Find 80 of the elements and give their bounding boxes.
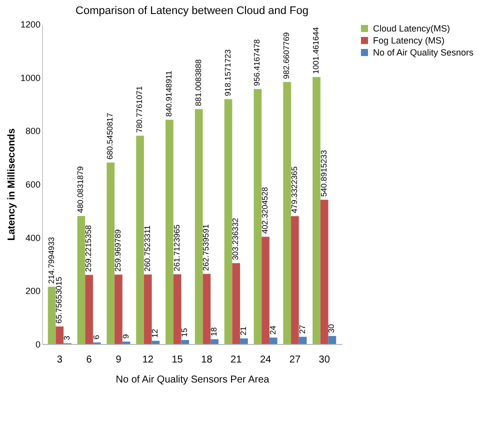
y-axis-title: Latency in Milliseconds bbox=[6, 128, 18, 241]
data-label: 480.0831879 bbox=[76, 166, 86, 213]
bar bbox=[254, 88, 262, 344]
data-label: 479.3322365 bbox=[290, 166, 299, 214]
bar bbox=[56, 326, 64, 344]
bar bbox=[262, 236, 270, 344]
data-label: 24 bbox=[268, 325, 278, 335]
x-tick-label: 30 bbox=[318, 354, 330, 366]
bar bbox=[77, 216, 86, 344]
data-label: 262.7539591 bbox=[202, 224, 211, 271]
bar bbox=[298, 336, 307, 344]
data-label: 780.7761071 bbox=[135, 86, 144, 133]
bar bbox=[283, 82, 292, 344]
data-label: 918.1571723 bbox=[223, 48, 232, 96]
data-label: 540.8915233 bbox=[319, 149, 328, 197]
data-label: 9 bbox=[121, 334, 130, 339]
x-tick-label: 15 bbox=[172, 354, 184, 366]
data-label: 259.2215358 bbox=[84, 224, 94, 272]
bar bbox=[269, 338, 278, 344]
bar bbox=[181, 340, 190, 344]
bar bbox=[202, 274, 211, 344]
data-label: 956.4167478 bbox=[252, 38, 262, 86]
data-label: 65.75653015 bbox=[54, 276, 64, 324]
legend-label: Fog Latency (MS) bbox=[373, 36, 445, 46]
y-tick-label: 1000 bbox=[20, 72, 40, 83]
data-label: 680.5450817 bbox=[106, 112, 115, 160]
data-label: 30 bbox=[327, 324, 336, 333]
x-tick-label: 12 bbox=[142, 354, 154, 366]
x-tick-label: 24 bbox=[260, 354, 272, 366]
bar bbox=[173, 274, 182, 344]
data-label: 12 bbox=[150, 328, 160, 338]
data-label: 303.236332 bbox=[231, 217, 240, 260]
bar bbox=[85, 274, 93, 344]
bar bbox=[106, 162, 115, 344]
bar bbox=[166, 120, 174, 344]
bar bbox=[210, 339, 218, 344]
bar bbox=[328, 336, 336, 344]
data-label: 27 bbox=[298, 324, 307, 334]
y-tick-label: 200 bbox=[25, 286, 40, 296]
x-axis-title: No of Air Quality Sensors Per Area bbox=[116, 374, 270, 386]
x-tick-label: 21 bbox=[230, 354, 242, 366]
y-tick-label: 400 bbox=[25, 232, 40, 243]
data-label: 881.0083888 bbox=[194, 58, 203, 106]
bar bbox=[320, 200, 328, 344]
y-tick-label: 800 bbox=[25, 126, 40, 136]
x-tick-label: 27 bbox=[289, 354, 301, 366]
bar bbox=[291, 216, 299, 344]
data-label: 840.9148911 bbox=[164, 70, 174, 117]
bar bbox=[152, 340, 160, 344]
y-tick-label: 600 bbox=[25, 180, 40, 190]
data-label: 259.969789 bbox=[113, 228, 122, 272]
data-label: 214.7994933 bbox=[46, 236, 56, 284]
y-tick-label: 0 bbox=[35, 340, 40, 350]
data-label: 18 bbox=[210, 326, 219, 336]
legend-label: No of Air Quality Sesnors bbox=[373, 48, 474, 58]
x-tick-label: 18 bbox=[201, 354, 213, 366]
bar bbox=[312, 76, 320, 344]
bar bbox=[48, 286, 56, 344]
data-label: 3 bbox=[62, 335, 72, 340]
data-label: 261.7123965 bbox=[172, 224, 182, 272]
legend-label: Cloud Latency(MS) bbox=[373, 24, 450, 34]
data-label: 21 bbox=[238, 326, 248, 336]
bar bbox=[136, 136, 144, 344]
data-label: 6 bbox=[92, 334, 101, 340]
x-tick-label: 9 bbox=[116, 354, 122, 366]
bar bbox=[240, 338, 248, 344]
data-label: 15 bbox=[180, 328, 190, 337]
x-tick-label: 3 bbox=[56, 354, 63, 366]
x-tick-label: 6 bbox=[86, 354, 92, 366]
data-label: 402.3204528 bbox=[260, 186, 270, 234]
chart-title: Comparison of Latency between Cloud and Fog bbox=[76, 5, 308, 17]
bar bbox=[114, 274, 122, 344]
data-label: 982.6607769 bbox=[282, 32, 292, 79]
bar bbox=[144, 274, 152, 344]
y-tick-label: 1200 bbox=[20, 20, 40, 30]
data-label: 260.7523311 bbox=[142, 224, 152, 272]
bar bbox=[232, 263, 240, 344]
bar bbox=[194, 109, 203, 344]
bar bbox=[224, 99, 232, 344]
data-label: 1001.461644 bbox=[312, 26, 321, 74]
